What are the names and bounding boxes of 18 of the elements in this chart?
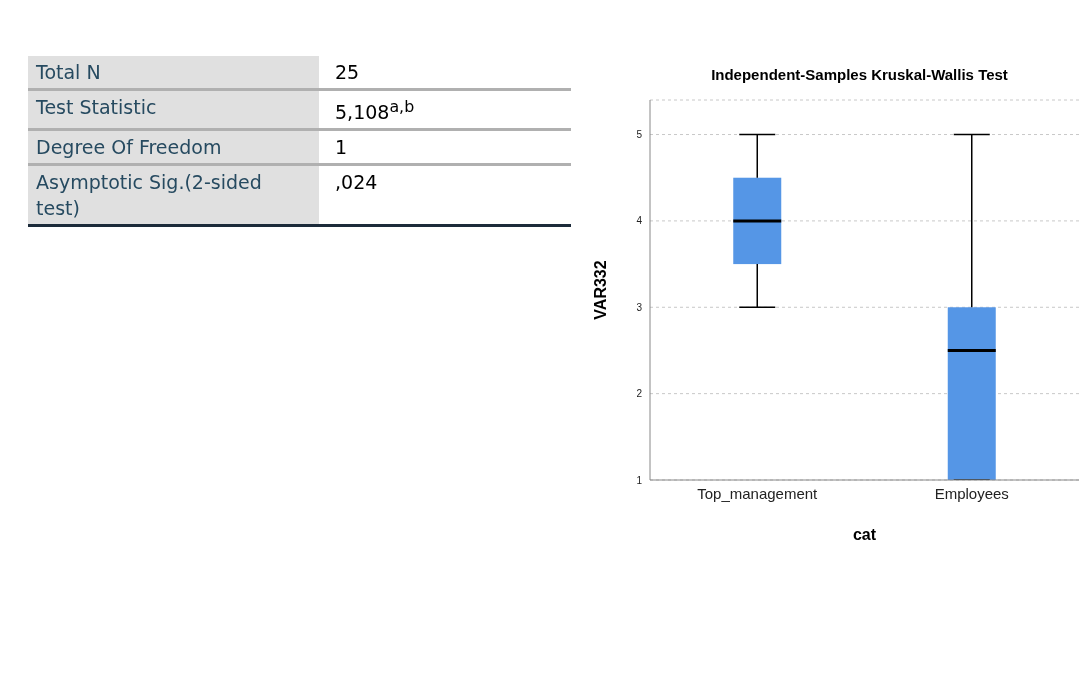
- y-axis-title: VAR332: [591, 260, 609, 320]
- y-tick-label: 4: [636, 215, 643, 227]
- y-tick-label: 2: [636, 388, 643, 400]
- text: ,024: [334, 170, 379, 196]
- text: Total N: [28, 56, 319, 88]
- y-tick-label: 5: [636, 129, 643, 141]
- text: Test Statistic: [28, 91, 319, 129]
- text: 25: [334, 60, 361, 85]
- chart-title: Independent-Samples Kruskal-Wallis Test: [710, 66, 1009, 85]
- y-tick-label: 1: [636, 474, 643, 486]
- text: 1: [334, 135, 349, 161]
- text: 5,108$^{a,b}$: [334, 96, 416, 126]
- text: Degree Of Freedom: [28, 131, 319, 164]
- x-tick-label: Employees: [934, 484, 1009, 502]
- x-tick-label: Top_management: [697, 484, 819, 502]
- text: Asymptotic Sig.(2-sided test): [28, 166, 319, 225]
- y-tick-label: 3: [636, 301, 643, 313]
- x-axis-title: cat: [852, 526, 877, 543]
